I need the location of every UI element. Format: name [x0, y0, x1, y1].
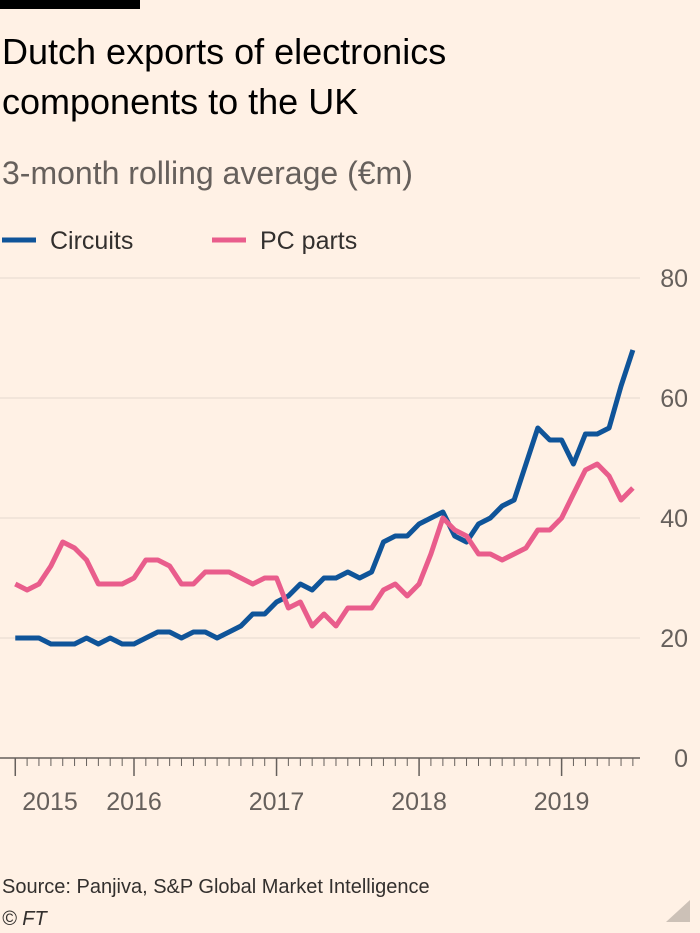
y-tick-label: 60	[660, 385, 688, 413]
x-tick-label: 2016	[106, 788, 162, 816]
x-tick-label: 2018	[391, 788, 447, 816]
y-tick-label: 80	[660, 265, 688, 293]
source: Source: Panjiva, S&P Global Market Intel…	[2, 876, 430, 898]
y-tick-label: 0	[674, 745, 688, 773]
y-tick-label: 40	[660, 505, 688, 533]
x-tick-label: 2019	[534, 788, 590, 816]
line-series	[15, 349, 636, 647]
legend-label: PC parts	[260, 227, 357, 255]
chart-title: Dutch exports of electronics	[2, 31, 446, 72]
line-series	[14, 461, 635, 629]
x-tick-label: 2015	[22, 788, 78, 816]
top-bar	[0, 0, 140, 9]
chart-subtitle: 3-month rolling average (€m)	[2, 155, 413, 191]
y-tick-label: 20	[660, 625, 688, 653]
x-tick-label: 2017	[249, 788, 305, 816]
corner-mark	[666, 900, 690, 922]
chart-title: components to the UK	[2, 81, 358, 122]
legend-label: Circuits	[50, 227, 133, 255]
credit: © FT	[2, 908, 49, 930]
